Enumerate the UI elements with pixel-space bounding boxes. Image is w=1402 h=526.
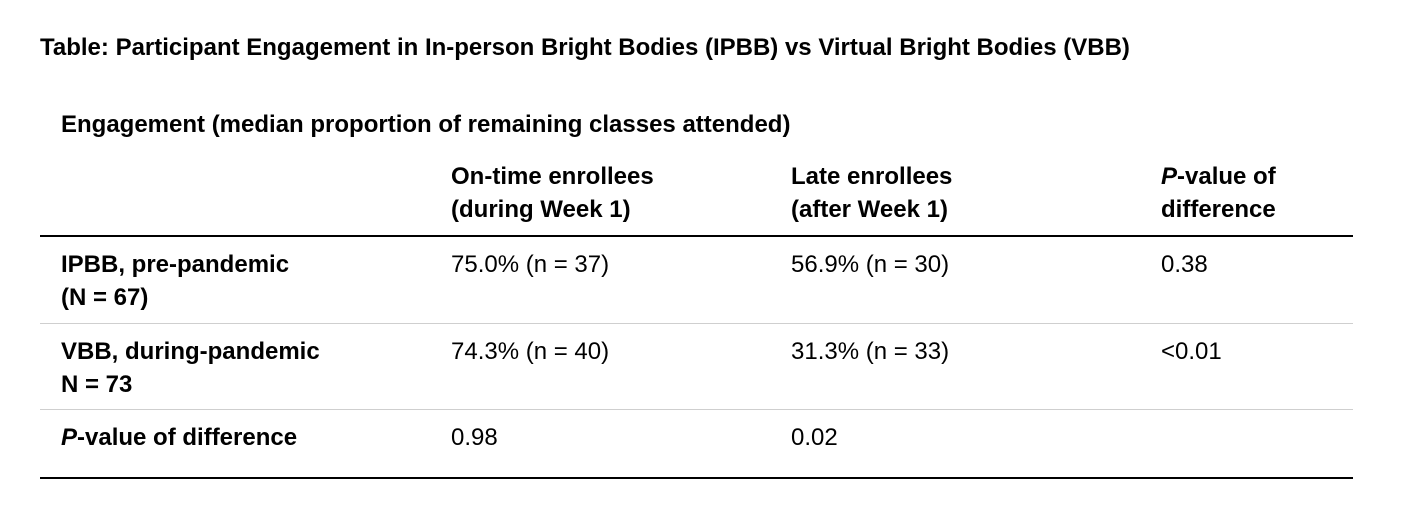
cell-ipbb-on-time: 75.0% (n = 37) xyxy=(451,251,610,278)
row-p-rest: -value of difference xyxy=(77,424,298,451)
header-on-time-line1: On-time enrollees xyxy=(451,163,654,190)
header-p-value-line1: P-value of xyxy=(1161,160,1276,193)
cell-ipbb-p-value: 0.38 xyxy=(1161,251,1208,278)
cell-vbb-late: 31.3% (n = 33) xyxy=(791,338,950,365)
header-on-time-line2: (during Week 1) xyxy=(451,196,631,223)
header-p-rest: -value of xyxy=(1177,163,1276,190)
bottom-rule xyxy=(40,477,1353,479)
cell-p-on-time: 0.98 xyxy=(451,424,498,451)
header-p-value-line2: difference xyxy=(1161,196,1276,223)
header-p-italic: P xyxy=(1161,163,1178,190)
row-label-vbb-line1: VBB, during-pandemic xyxy=(61,338,320,365)
row-label-vbb: VBB, during-pandemic N = 73 xyxy=(61,335,320,401)
row-label-ipbb: IPBB, pre-pandemic (N = 67) xyxy=(61,248,289,314)
header-rule xyxy=(40,235,1353,237)
header-late-line2: (after Week 1) xyxy=(791,196,948,223)
header-late-enrollees: Late enrollees (after Week 1) xyxy=(791,160,952,226)
header-late-line1: Late enrollees xyxy=(791,163,953,190)
header-p-value: P-value of difference xyxy=(1161,160,1276,226)
cell-vbb-p-value: <0.01 xyxy=(1161,338,1222,365)
row-divider xyxy=(40,323,1353,324)
row-label-p-value: P-value of difference xyxy=(61,421,297,454)
cell-vbb-on-time: 74.3% (n = 40) xyxy=(451,338,610,365)
header-on-time-enrollees: On-time enrollees (during Week 1) xyxy=(451,160,654,226)
row-label-ipbb-line2: (N = 67) xyxy=(61,284,149,311)
table-subtitle: Engagement (median proportion of remaini… xyxy=(61,111,791,138)
cell-p-late: 0.02 xyxy=(791,424,838,451)
row-label-vbb-line2: N = 73 xyxy=(61,371,133,398)
row-divider xyxy=(40,409,1353,410)
table-title: Table: Participant Engagement in In-pers… xyxy=(40,34,1130,61)
cell-ipbb-late: 56.9% (n = 30) xyxy=(791,251,950,278)
row-label-ipbb-line1: IPBB, pre-pandemic xyxy=(61,251,290,278)
row-p-italic: P xyxy=(61,424,78,451)
